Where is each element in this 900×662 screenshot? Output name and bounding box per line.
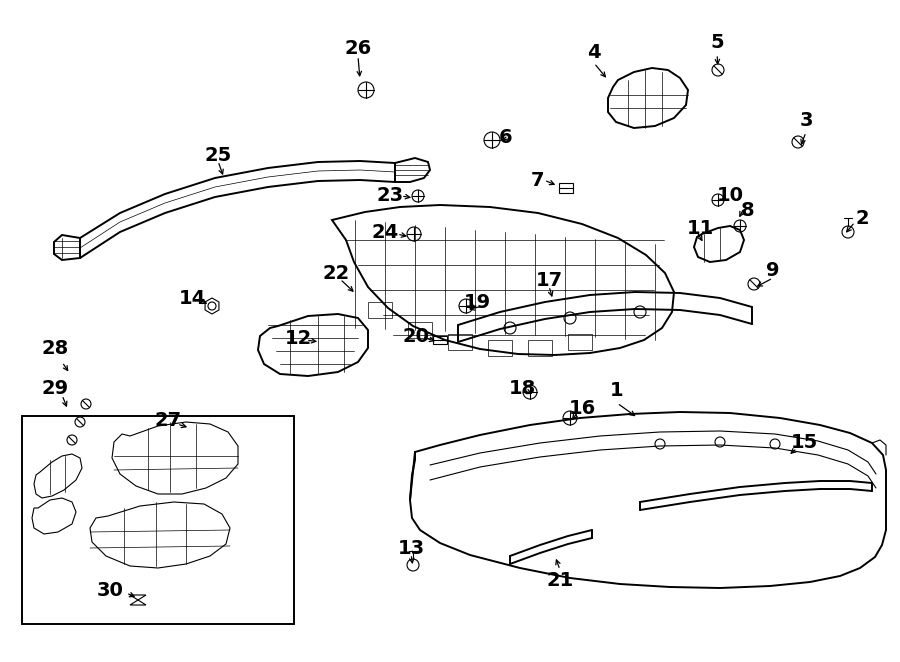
Bar [433, 336, 447, 344]
Text: 25: 25 [204, 146, 231, 164]
Text: 26: 26 [345, 38, 372, 58]
Text: 2: 2 [855, 209, 868, 228]
Text: 21: 21 [546, 571, 573, 589]
Text: 19: 19 [464, 293, 490, 312]
Bar [368, 302, 392, 318]
Text: 28: 28 [41, 338, 68, 357]
Text: 6: 6 [500, 128, 513, 146]
Text: 16: 16 [569, 399, 596, 418]
Bar [568, 334, 592, 350]
Bar [528, 340, 552, 356]
Bar [22, 416, 294, 624]
Text: 15: 15 [790, 434, 817, 453]
Bar [448, 334, 472, 350]
Text: 24: 24 [372, 222, 399, 242]
Text: 14: 14 [178, 289, 205, 308]
Text: 4: 4 [587, 42, 601, 62]
Text: 8: 8 [742, 201, 755, 220]
Text: 30: 30 [96, 581, 123, 600]
Text: 27: 27 [155, 410, 182, 430]
Text: 7: 7 [531, 171, 544, 189]
Text: 18: 18 [508, 379, 536, 397]
Text: 5: 5 [710, 32, 724, 52]
Text: 1: 1 [610, 381, 624, 399]
Text: 23: 23 [376, 185, 403, 205]
Bar [559, 183, 573, 193]
Text: 9: 9 [766, 261, 779, 279]
Text: 17: 17 [536, 271, 562, 289]
Bar [408, 322, 432, 338]
Text: 20: 20 [402, 326, 429, 346]
Text: 3: 3 [799, 111, 813, 130]
Bar [488, 340, 512, 356]
Text: 22: 22 [322, 263, 349, 283]
Text: 13: 13 [398, 538, 425, 557]
Text: 29: 29 [41, 379, 68, 397]
Text: 11: 11 [687, 218, 714, 238]
Text: 10: 10 [716, 185, 743, 205]
Text: 12: 12 [284, 328, 311, 348]
